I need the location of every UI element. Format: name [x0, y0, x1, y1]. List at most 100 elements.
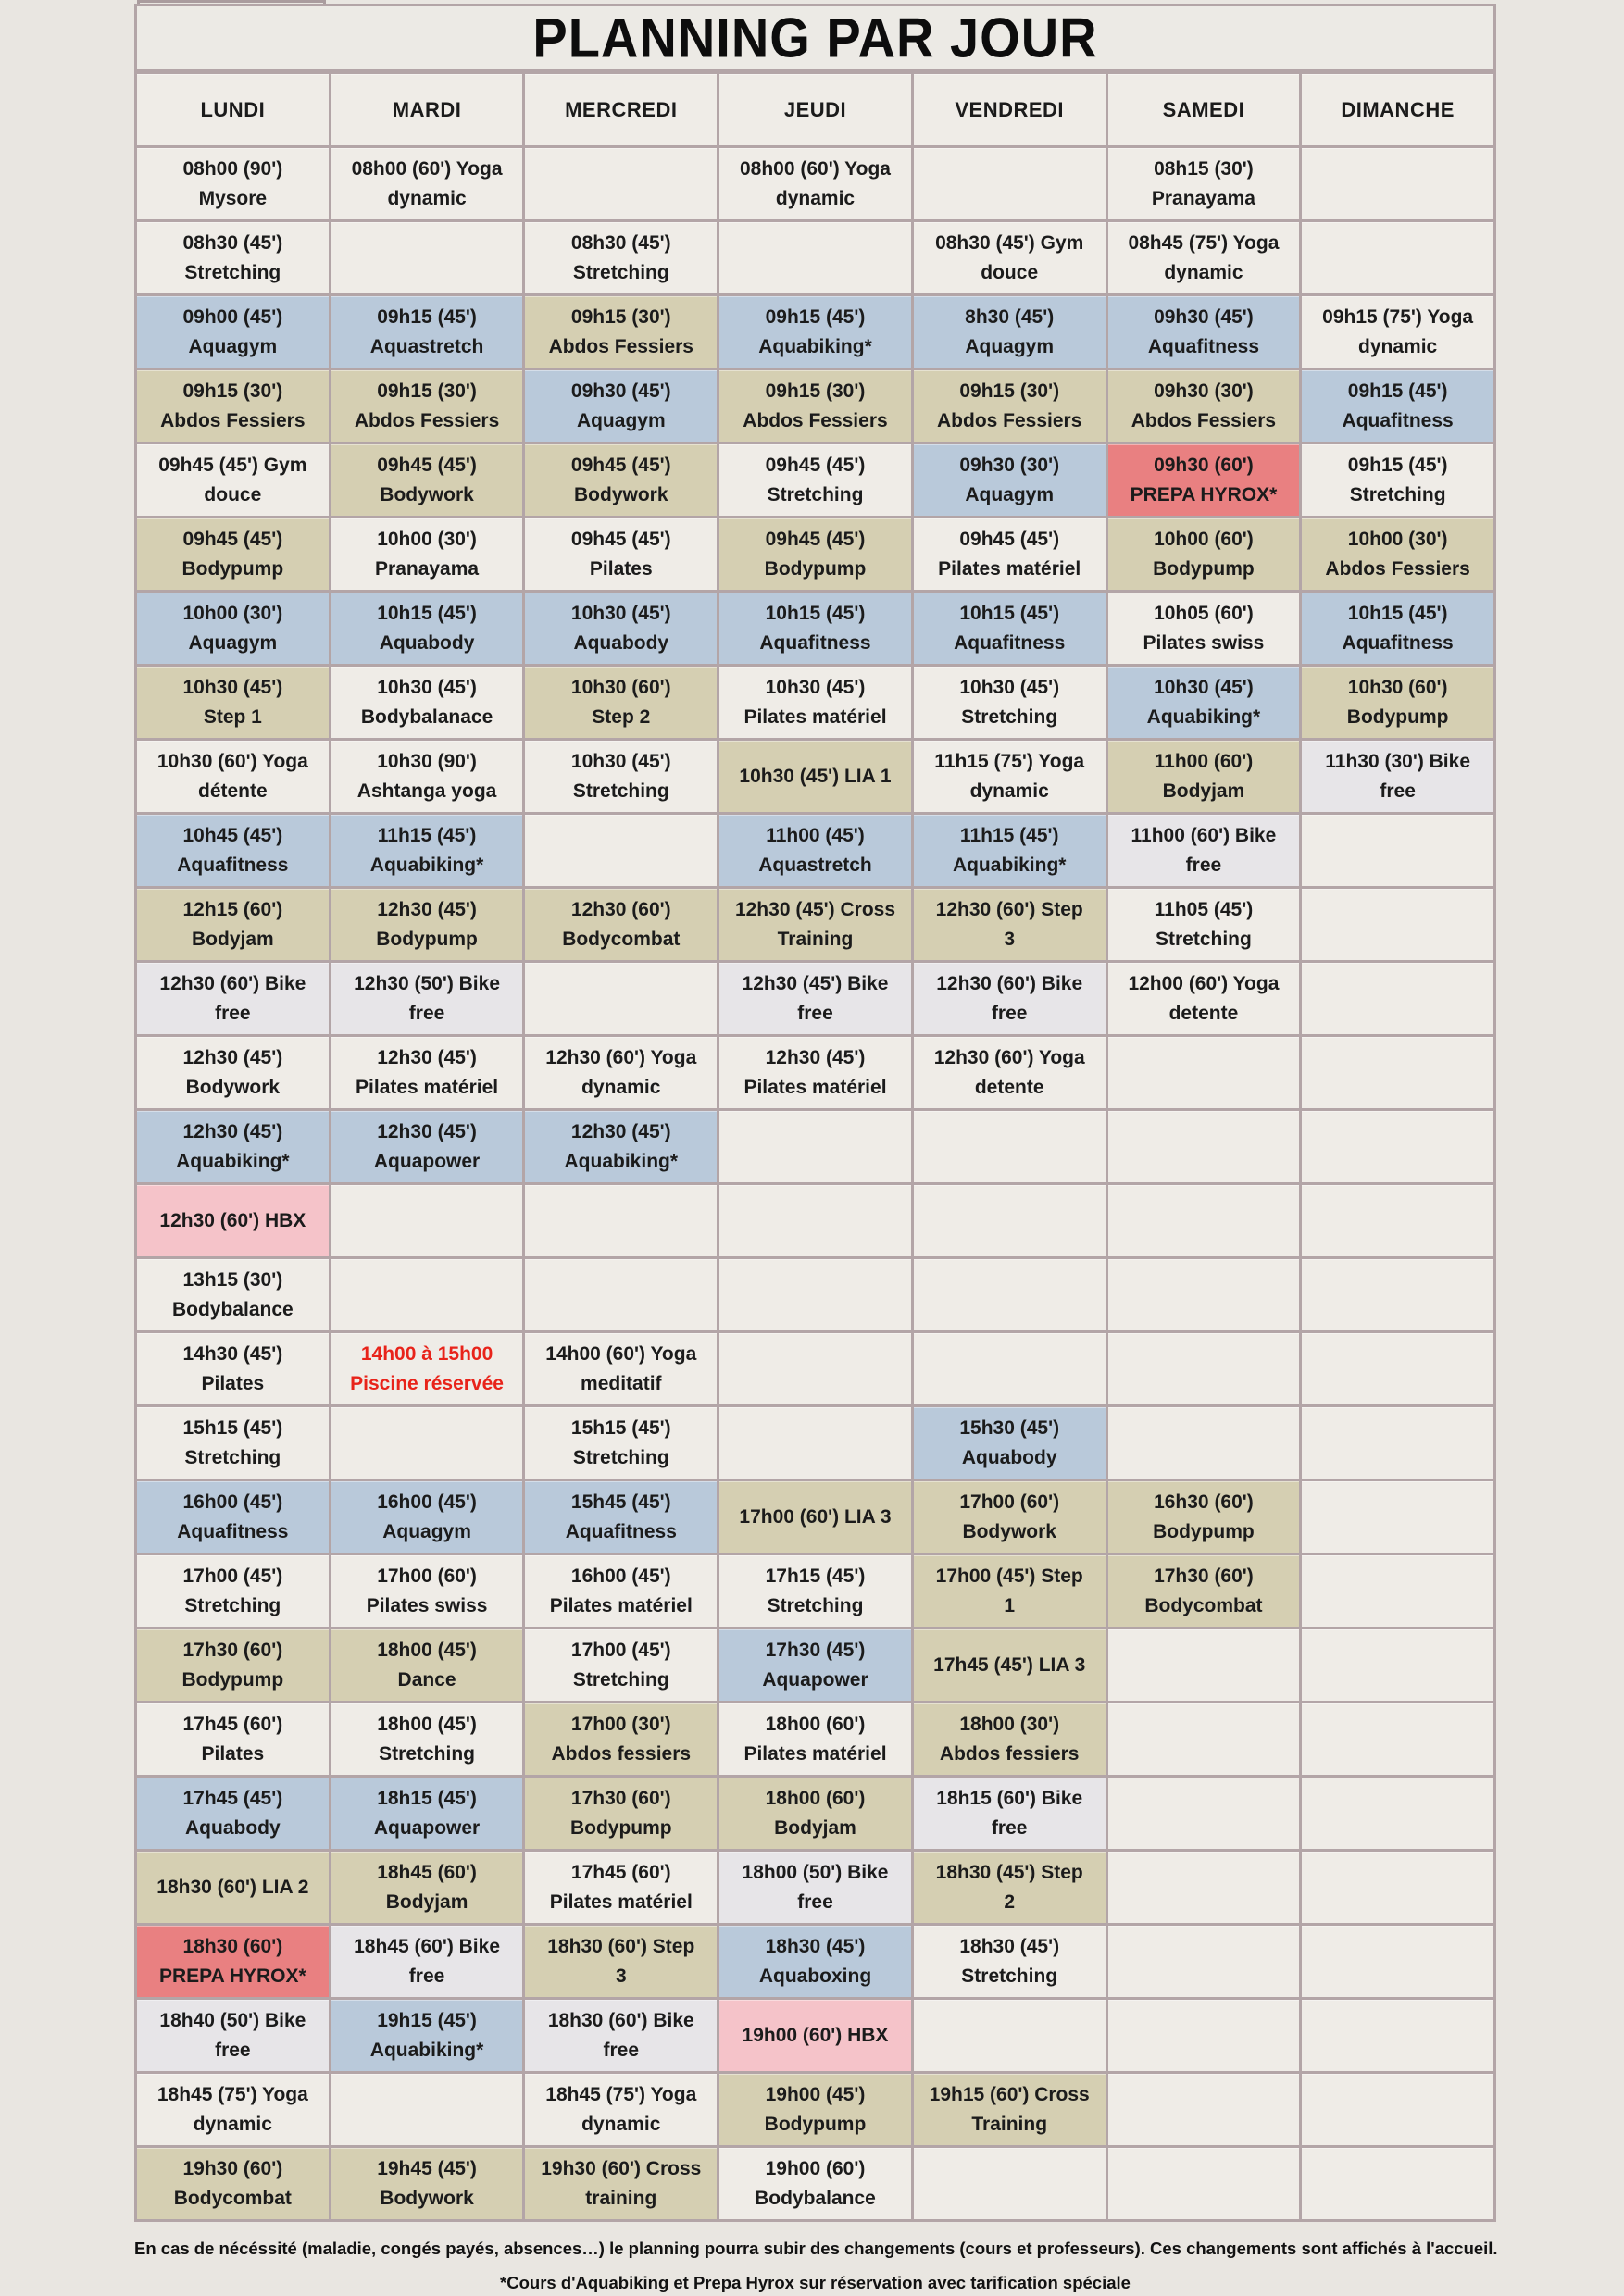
- cell-line: 3: [615, 1965, 627, 1987]
- cell-line: Abdos fessiers: [939, 1742, 1080, 1765]
- schedule-cell: 09h45 (45') Gym douce: [137, 444, 329, 516]
- cell-line: 18h30 (60') LIA 2: [156, 1876, 309, 1898]
- cell-line: Pilates matériel: [743, 1076, 887, 1098]
- schedule-cell: 12h30 (60') Bike free: [913, 963, 1106, 1034]
- schedule-cell: 17h15 (45') Stretching: [719, 1555, 911, 1627]
- schedule-cell: 11h05 (45') Stretching: [1107, 889, 1300, 960]
- cell-line: 10h30 (45'): [182, 676, 283, 698]
- cell-line: Aquabody: [379, 631, 475, 654]
- schedule-cell: 11h30 (30') Bike free: [1302, 741, 1493, 812]
- cell-line: 09h45 (45'): [570, 454, 671, 476]
- cell-line: Aquagym: [576, 409, 666, 431]
- empty-cell: [331, 1259, 523, 1330]
- cell-line: Pranayama: [1151, 187, 1255, 209]
- empty-cell: [331, 222, 523, 293]
- empty-cell: [1302, 1555, 1493, 1627]
- schedule-cell: 12h30 (45') Aquabiking*: [525, 1111, 718, 1182]
- cell-line: 12h30 (45') Cross: [734, 898, 896, 920]
- cell-line: Abdos Fessiers: [1325, 557, 1470, 580]
- cell-line: Aquabody: [961, 1446, 1057, 1468]
- cell-line: 12h30 (45'): [377, 1120, 477, 1142]
- empty-cell: [1107, 2074, 1300, 2145]
- empty-cell: [1302, 148, 1493, 219]
- cell-line: Bodypump: [1346, 705, 1449, 728]
- footer-notes: En cas de nécéssité (maladie, congés pay…: [134, 2231, 1498, 2296]
- schedule-cell: 08h15 (30') Pranayama: [1107, 148, 1300, 219]
- cell-line: 17h00 (60'): [377, 1565, 477, 1587]
- empty-cell: [913, 2000, 1106, 2071]
- cell-line: Aquafitness: [1342, 631, 1454, 654]
- cell-line: Stretching: [1156, 928, 1252, 950]
- cell-line: meditatif: [581, 1372, 662, 1394]
- schedule-cell: 18h30 (45') Stretching: [913, 1926, 1106, 1997]
- cell-line: 12h15 (60'): [182, 898, 283, 920]
- cell-line: 09h15 (45'): [765, 306, 866, 328]
- cell-line: 18h30 (45') Step: [935, 1861, 1083, 1883]
- cell-line: 18h45 (60') Bike: [354, 1935, 501, 1957]
- cell-line: 10h15 (45'): [377, 602, 477, 624]
- cell-line: Piscine réservée: [350, 1372, 504, 1394]
- cell-line: Pilates matériel: [743, 1742, 887, 1765]
- cell-line: Pilates matériel: [938, 557, 1081, 580]
- cell-line: 2: [1004, 1890, 1016, 1913]
- cell-line: 09h15 (45'): [377, 306, 477, 328]
- schedule-cell: 10h15 (45') Aquafitness: [913, 593, 1106, 664]
- empty-cell: [1302, 815, 1493, 886]
- cell-line: 12h30 (45'): [570, 1120, 671, 1142]
- cell-line: 12h30 (45'): [377, 898, 477, 920]
- empty-cell: [1302, 1037, 1493, 1108]
- cell-line: free: [797, 1002, 833, 1024]
- schedule-cell: 16h00 (45') Aquagym: [331, 1481, 523, 1553]
- schedule-cell: 11h15 (75') Yoga dynamic: [913, 741, 1106, 812]
- schedule-cell: 10h00 (60') Bodypump: [1107, 518, 1300, 590]
- cell-line: 09h45 (45') Gym: [158, 454, 307, 476]
- empty-cell: [913, 1185, 1106, 1256]
- cell-line: Aquafitness: [565, 1520, 677, 1542]
- schedule-cell: 17h45 (60') Pilates: [137, 1703, 329, 1775]
- schedule-cell: 17h30 (60') Bodycombat: [1107, 1555, 1300, 1627]
- schedule-cell: 18h30 (45') Step 2: [913, 1852, 1106, 1923]
- empty-cell: [913, 148, 1106, 219]
- schedule-cell: 17h30 (60') Bodypump: [525, 1778, 718, 1849]
- cell-line: 8h30 (45'): [965, 306, 1055, 328]
- cell-line: Pilates matériel: [356, 1076, 499, 1098]
- schedule-cell: 17h00 (45') Stretching: [525, 1629, 718, 1701]
- cell-line: 08h45 (75') Yoga: [1128, 231, 1280, 254]
- cell-line: Bodypump: [764, 2113, 867, 2135]
- cell-line: training: [585, 2187, 657, 2209]
- schedule-cell: 15h30 (45') Aquabody: [913, 1407, 1106, 1479]
- cell-line: detente: [974, 1076, 1044, 1098]
- cell-line: Bodybalanace: [360, 705, 493, 728]
- cell-line: 18h30 (60') Step: [547, 1935, 695, 1957]
- cell-line: 10h00 (30'): [377, 528, 477, 550]
- schedule-cell: 10h45 (45') Aquafitness: [137, 815, 329, 886]
- cell-line: dynamic: [581, 1076, 661, 1098]
- cell-line: 09h00 (45'): [182, 306, 283, 328]
- schedule-cell: 17h00 (60') LIA 3: [719, 1481, 911, 1553]
- cell-line: Pilates: [201, 1372, 265, 1394]
- cell-line: Bodybalance: [171, 1298, 294, 1320]
- cell-line: 18h30 (60'): [182, 1935, 283, 1957]
- schedule-cell: 12h30 (45') Pilates matériel: [719, 1037, 911, 1108]
- schedule-cell: 10h30 (45') LIA 1: [719, 741, 911, 812]
- empty-cell: [1302, 1629, 1493, 1701]
- cell-line: Abdos fessiers: [551, 1742, 692, 1765]
- schedule-cell: 09h15 (30') Abdos Fessiers: [137, 370, 329, 442]
- empty-cell: [1302, 1703, 1493, 1775]
- cell-line: Stretching: [767, 483, 864, 505]
- cell-line: 11h15 (45'): [377, 824, 477, 846]
- cell-line: 09h15 (30'): [182, 380, 283, 402]
- schedule-cell: 12h30 (45') Bodypump: [331, 889, 523, 960]
- cell-line: Bodypump: [1153, 1520, 1255, 1542]
- schedule-cell: 19h45 (45') Bodywork: [331, 2148, 523, 2219]
- cell-line: 17h45 (45') LIA 3: [933, 1653, 1086, 1676]
- cell-line: Aquafitness: [177, 854, 289, 876]
- cell-line: 19h30 (60'): [182, 2157, 283, 2179]
- cell-line: 18h30 (45'): [765, 1935, 866, 1957]
- cell-line: 10h30 (45'): [570, 750, 671, 772]
- schedule-cell: 09h45 (45') Bodypump: [719, 518, 911, 590]
- cell-line: douce: [204, 483, 262, 505]
- cell-line: Aquafitness: [1147, 335, 1260, 357]
- cell-line: Ashtanga yoga: [356, 780, 497, 802]
- cell-line: PREPA HYROX*: [1130, 483, 1278, 505]
